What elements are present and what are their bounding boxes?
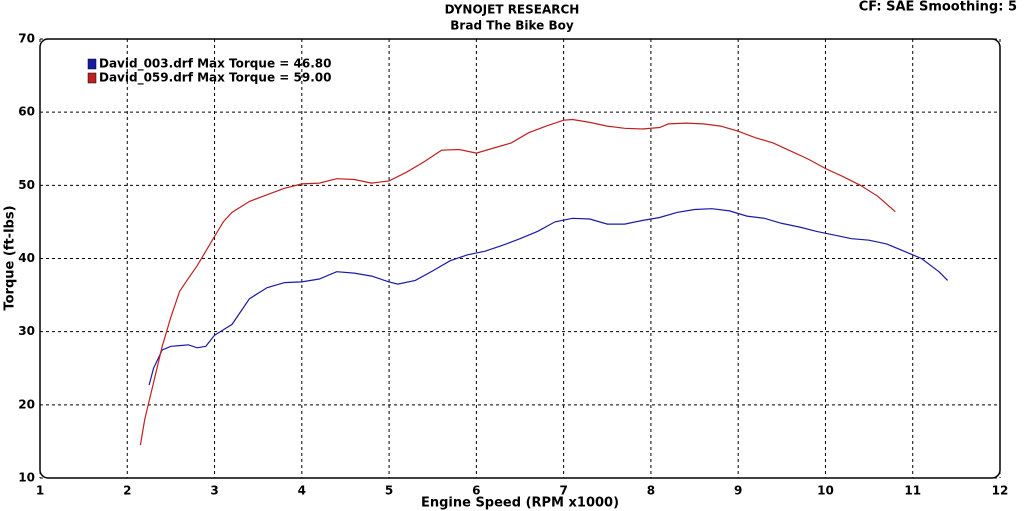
legend-label: David_059.drf Max Torque = 59.00 xyxy=(99,71,331,86)
chart-title: DYNOJET RESEARCH xyxy=(445,3,580,17)
y-tick-label: 50 xyxy=(18,178,35,192)
x-tick-label: 6 xyxy=(472,484,480,498)
y-tick-label: 40 xyxy=(18,251,35,265)
chart-subtitle: Brad The Bike Boy xyxy=(450,19,574,33)
y-tick-label: 70 xyxy=(18,32,35,46)
x-tick-label: 1 xyxy=(36,484,44,498)
x-tick-label: 2 xyxy=(123,484,131,498)
x-tick-label: 12 xyxy=(992,484,1009,498)
x-tick-label: 9 xyxy=(734,484,742,498)
legend-label: David_003.drf Max Torque = 46.80 xyxy=(99,57,331,72)
y-tick-label: 10 xyxy=(18,471,35,485)
legend-swatch xyxy=(87,72,97,84)
y-tick-label: 60 xyxy=(18,105,35,119)
y-tick-label: 30 xyxy=(18,324,35,338)
x-tick-label: 8 xyxy=(647,484,655,498)
torque-line xyxy=(148,208,949,386)
y-axis-label: Torque (ft-lbs) xyxy=(3,205,18,310)
legend-swatch xyxy=(87,58,97,70)
x-tick-label: 5 xyxy=(385,484,393,498)
x-tick-label: 11 xyxy=(904,484,921,498)
y-tick-label: 20 xyxy=(18,397,35,411)
x-axis-label: Engine Speed (RPM x1000) xyxy=(421,496,619,511)
x-tick-label: 4 xyxy=(298,484,306,498)
x-tick-label: 10 xyxy=(817,484,834,498)
x-tick-label: 3 xyxy=(210,484,218,498)
torque-line xyxy=(139,118,896,446)
settings-note: CF: SAE Smoothing: 5 xyxy=(859,0,1017,15)
x-tick-label: 7 xyxy=(559,484,567,498)
